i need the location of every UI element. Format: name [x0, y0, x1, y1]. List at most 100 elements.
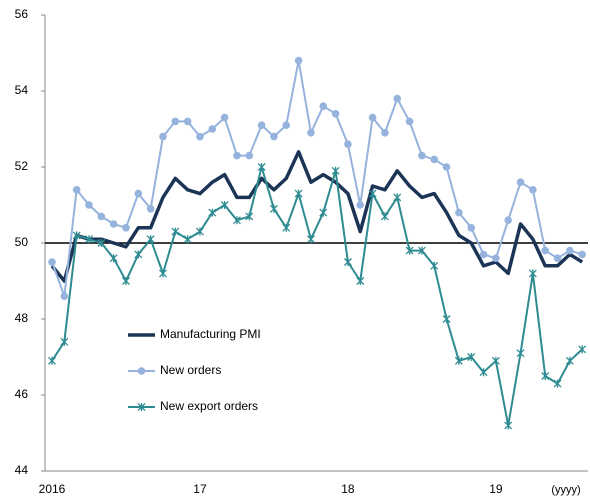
point	[319, 208, 328, 217]
point	[85, 235, 93, 244]
point	[343, 258, 352, 266]
point	[294, 189, 303, 198]
point	[48, 356, 56, 365]
y-tick-label: 44	[15, 463, 29, 477]
point	[282, 223, 291, 232]
point	[541, 246, 549, 255]
point	[134, 250, 143, 259]
point	[122, 277, 130, 285]
legend-marker	[137, 403, 146, 411]
point	[171, 227, 180, 236]
point	[72, 231, 81, 240]
y-tick-label: 50	[15, 235, 29, 249]
y-tick-label: 46	[15, 387, 29, 401]
point	[171, 117, 180, 126]
x-unit-label: (yyyy)	[551, 484, 580, 496]
point	[528, 269, 537, 278]
point	[553, 254, 562, 262]
point	[306, 235, 315, 244]
point	[566, 246, 574, 255]
point	[85, 201, 93, 209]
point	[529, 186, 537, 194]
point	[208, 208, 217, 217]
point	[541, 372, 550, 380]
legend-label: Manufacturing PMI	[160, 327, 261, 341]
point	[109, 254, 118, 263]
point	[146, 205, 155, 213]
point	[331, 110, 340, 118]
point	[405, 117, 414, 126]
point	[159, 132, 167, 141]
point	[492, 254, 500, 262]
point	[380, 212, 389, 221]
point	[455, 208, 463, 217]
point	[245, 212, 254, 221]
point	[159, 269, 167, 278]
point	[97, 212, 106, 221]
legend-label: New orders	[160, 363, 221, 377]
point	[282, 121, 291, 129]
point	[307, 129, 315, 137]
point	[442, 163, 451, 171]
point	[196, 227, 204, 236]
point	[393, 94, 402, 103]
series-line	[50, 150, 584, 283]
point	[220, 201, 229, 209]
point	[417, 246, 426, 255]
point	[393, 193, 402, 202]
point	[183, 117, 192, 126]
x-tick-label: 19	[489, 482, 503, 496]
point	[578, 250, 586, 259]
point	[344, 140, 352, 148]
point	[467, 224, 476, 232]
point	[356, 201, 365, 209]
point	[381, 129, 389, 137]
legend-label: New export orders	[160, 399, 258, 413]
point	[220, 113, 229, 122]
point	[356, 277, 365, 285]
point	[442, 315, 451, 323]
x-tick-label: 2016	[39, 482, 66, 496]
point	[270, 132, 278, 141]
point	[122, 224, 130, 232]
point	[208, 125, 217, 133]
point	[491, 356, 500, 365]
point	[269, 204, 278, 213]
series-line	[51, 166, 583, 427]
y-tick-label: 54	[15, 83, 29, 97]
point	[578, 345, 587, 354]
point	[553, 379, 562, 388]
point	[245, 151, 254, 160]
point	[60, 337, 69, 346]
y-tick-label: 52	[15, 159, 29, 173]
point	[418, 151, 426, 160]
point	[405, 246, 414, 255]
point	[430, 155, 439, 164]
point	[331, 166, 340, 175]
point	[430, 261, 439, 270]
point	[257, 163, 266, 171]
point	[479, 250, 488, 259]
point	[134, 189, 143, 198]
x-tick-label: 18	[341, 482, 355, 496]
point	[146, 235, 155, 244]
point	[97, 239, 106, 247]
point	[319, 102, 328, 110]
point	[257, 121, 266, 129]
point	[368, 189, 377, 198]
point	[565, 356, 574, 365]
point	[454, 356, 463, 365]
point	[504, 216, 513, 224]
point	[196, 132, 204, 141]
legend-marker	[137, 367, 146, 375]
point	[467, 353, 476, 361]
point	[109, 220, 118, 228]
point	[232, 216, 241, 225]
point	[516, 349, 525, 358]
point	[516, 178, 525, 186]
point	[233, 151, 241, 160]
point	[183, 235, 192, 244]
point	[48, 258, 56, 266]
y-tick-label: 48	[15, 311, 29, 325]
